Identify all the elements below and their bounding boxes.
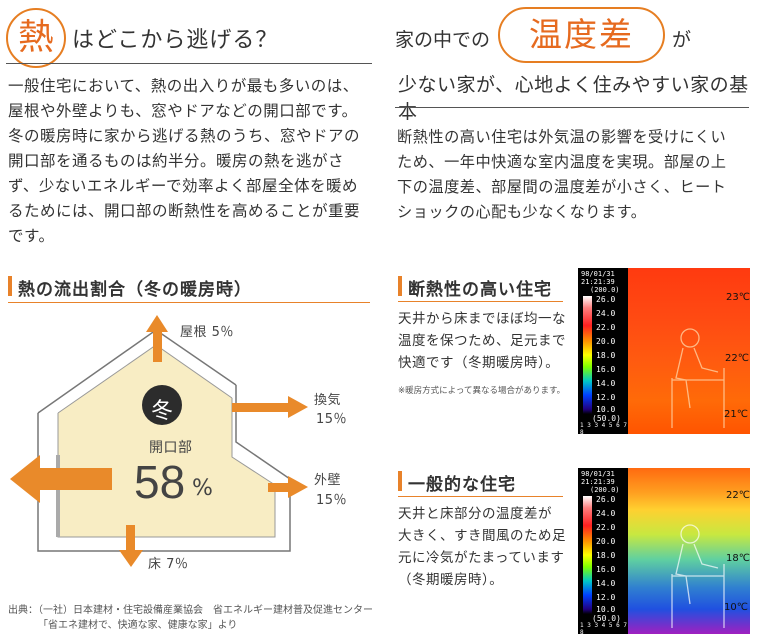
person-silhouette xyxy=(671,328,725,428)
season-label: 冬 xyxy=(150,399,173,424)
left-title: はどこから逃げる？ xyxy=(72,28,279,53)
roof-arrow xyxy=(153,330,162,362)
floor-label: 床 7％ xyxy=(148,557,189,572)
divider xyxy=(398,496,563,497)
divider xyxy=(398,301,563,302)
section-marker xyxy=(8,276,12,296)
opening-label: 開口部 xyxy=(149,440,193,456)
insulated-house-desc: 天井から床までほぼ均一な 温度を保つため、足元まで 快適です（冬期暖房時）。 xyxy=(398,311,566,371)
floor-arrow xyxy=(126,525,135,552)
right-body-text: 断熱性の高い住宅は外気温の影響を受けにくい ため、一年中快適な室内温度を実現。部… xyxy=(397,128,727,221)
section-marker xyxy=(398,276,402,296)
right-title-post: が xyxy=(672,29,692,51)
opening-unit: % xyxy=(192,476,213,501)
opening-arrow xyxy=(38,468,112,490)
vent-value: 15％ xyxy=(316,412,348,427)
house-fill xyxy=(58,345,275,537)
winter-badge xyxy=(142,385,182,425)
roof-label: 屋根 5％ xyxy=(180,325,234,340)
wall-arrow xyxy=(268,483,290,492)
heat-loss-section-title: 熱の流出割合（冬の暖房時） xyxy=(18,280,252,300)
section-marker xyxy=(398,471,402,491)
opening-value: 58 xyxy=(134,456,186,508)
vent-arrow xyxy=(232,403,290,412)
thermal-image-insulated: 98/01/31 21:21:39 (200.0) 26.0 24.0 22.0… xyxy=(578,268,750,434)
divider xyxy=(6,63,372,64)
wall-value: 15％ xyxy=(316,493,348,508)
heat-arrows xyxy=(10,315,308,567)
heat-loss-diagram xyxy=(10,315,308,567)
right-title-line2: 少ない家が、心地よく住みやすい家の基本 xyxy=(398,74,749,123)
thermal-scale: 98/01/31 21:21:39 (200.0) 26.0 24.0 22.0… xyxy=(578,268,628,434)
heatmap-typical: 22℃ 18℃ 10℃ xyxy=(628,468,750,634)
heatmap-insulated: 23℃ 22℃ 21℃ xyxy=(628,268,750,434)
right-title-pre: 家の中での xyxy=(395,29,491,51)
temperature-diff-highlight: 温度差 xyxy=(498,7,665,63)
wall-label: 外壁 xyxy=(314,473,342,488)
insulated-house-title: 断熱性の高い住宅 xyxy=(408,280,552,300)
thermal-scale: 98/01/31 21:21:39 (200.0) 26.0 24.0 22.0… xyxy=(578,468,628,634)
source-citation: 出典：（一社）日本建材・住宅設備産業協会 省エネルギー建材普及促進センター 「省… xyxy=(8,605,373,631)
vent-label: 換気 xyxy=(314,393,342,408)
divider xyxy=(8,302,370,303)
typical-house-desc: 天井と床部分の温度差が 大きく、すき間風のため足 元に冷気がたまっています （冬… xyxy=(398,506,566,588)
divider xyxy=(395,107,749,108)
heat-badge: 熱 xyxy=(6,8,66,68)
heating-note: ※暖房方式によって異なる場合があります。 xyxy=(398,386,566,396)
thermal-image-typical: 98/01/31 21:21:39 (200.0) 26.0 24.0 22.0… xyxy=(578,468,750,634)
typical-house-title: 一般的な住宅 xyxy=(408,475,516,495)
left-body-text: 一般住宅において、熱の出入りが最も多いのは、 屋根や外壁よりも、窓やドアなどの開… xyxy=(8,77,361,245)
person-silhouette xyxy=(671,524,725,628)
